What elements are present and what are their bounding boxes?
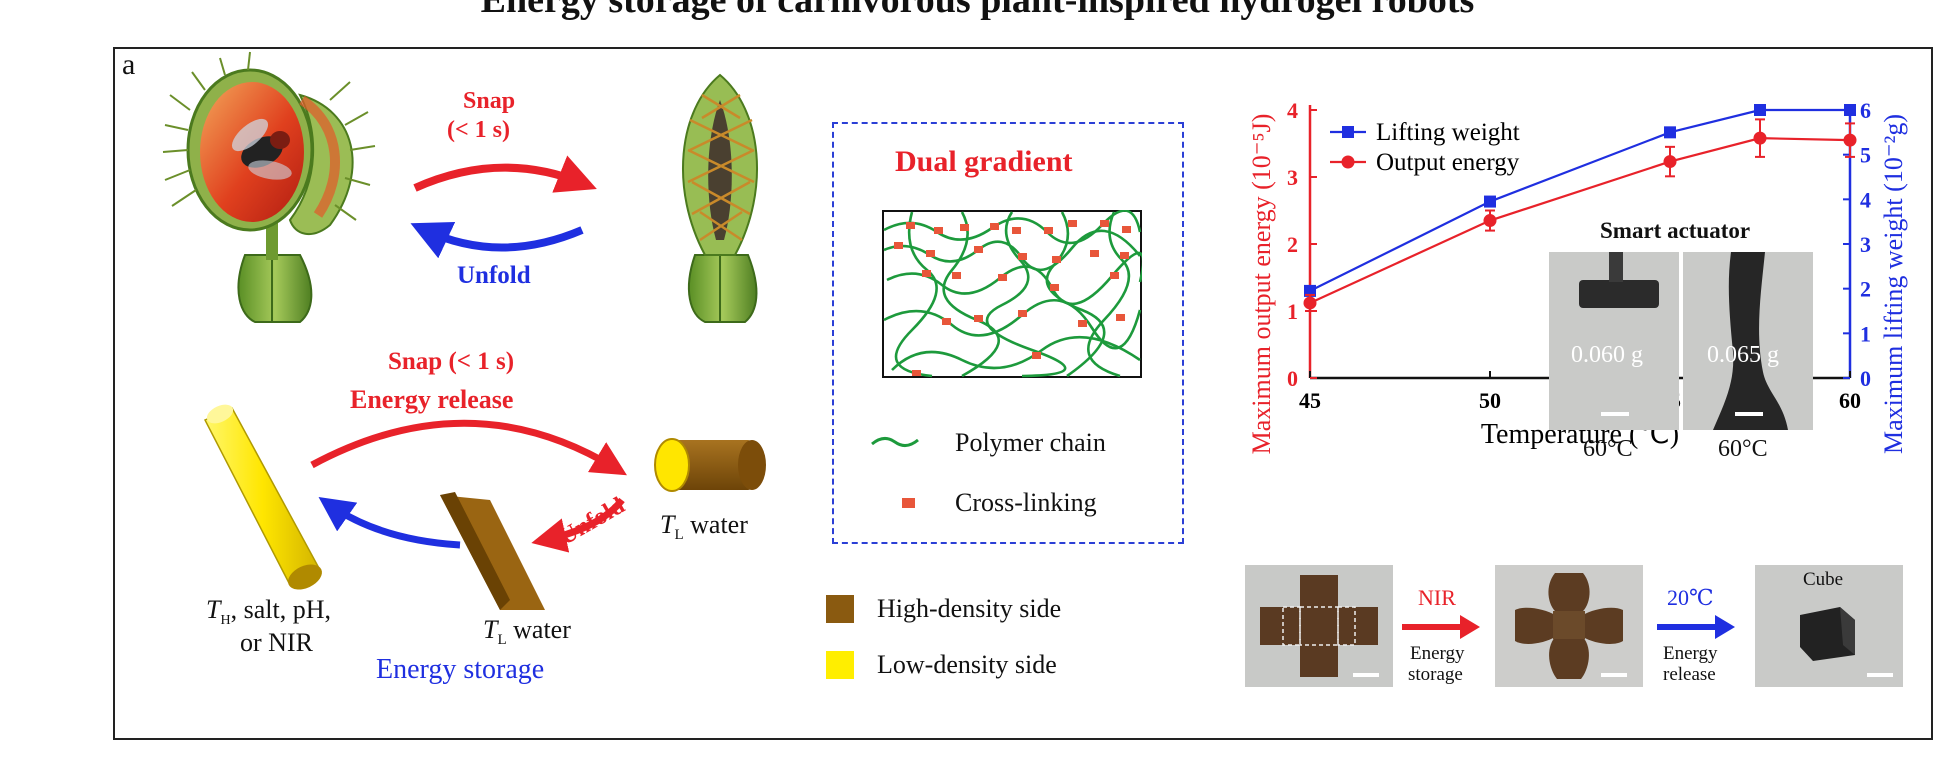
unfold-label: Unfold [457, 262, 531, 289]
polymer-chain-legend-line [871, 437, 919, 447]
th-condition-label-line2: or NIR [240, 628, 313, 657]
left-y-tick-label: 4 [1287, 98, 1298, 123]
brown-tube-illustration [654, 438, 766, 492]
x-tick-label: 50 [1479, 388, 1501, 413]
nir-sub-label-1: Energy [1410, 643, 1465, 664]
figure-title: Energy storage of carnivorous plant-insp… [480, 0, 1475, 21]
high-density-swatch [826, 595, 854, 623]
data-point-circle [1483, 214, 1497, 228]
data-point-square [1664, 126, 1676, 139]
snap-arrow [413, 155, 597, 193]
data-point-circle [1753, 131, 1767, 145]
right-y-tick-label: 5 [1860, 143, 1871, 168]
actuator-weight-1: 0.060 g [1571, 342, 1643, 368]
cube-label: Cube [1803, 569, 1844, 590]
data-point-square [1484, 195, 1496, 208]
cube-photo: Cube [1755, 565, 1903, 687]
rolled-film-illustration [203, 404, 322, 590]
right-y-tick-label: 6 [1860, 98, 1871, 123]
th-condition-label: TH, salt, pH, [206, 595, 331, 629]
closed-flytrap-illustration [682, 73, 758, 323]
x-tick-label: 60 [1839, 388, 1861, 413]
nir-label: NIR [1418, 585, 1456, 610]
temperature-chart: 45505560012340123456Temperature (℃)Maxim… [1250, 98, 1908, 455]
smart-actuator-title: Smart actuator [1600, 218, 1751, 243]
energy-release-arrow [310, 419, 627, 476]
nir-arrow [1402, 615, 1480, 639]
actuator-weight-2: 0.065 g [1707, 342, 1779, 368]
actuator-photo-2: 0.065 g [1683, 252, 1813, 430]
folded-film-photo [1495, 565, 1643, 687]
legend-label: Output energy [1376, 149, 1520, 176]
cooling-sub-label-1: Energy [1663, 643, 1718, 664]
right-y-tick-label: 1 [1860, 321, 1871, 346]
film-unfold-arrow [531, 497, 625, 553]
crosslink-legend-marker [902, 498, 915, 508]
snap-time-label: (< 1 s) [447, 117, 510, 143]
nir-sub-label-2: storage [1408, 664, 1463, 685]
left-y-axis-label: Maximum output energy (10⁻⁵J) [1250, 114, 1276, 455]
right-y-axis-label: Maximum lifting weight (10⁻²g) [1879, 114, 1908, 454]
data-point-square [1754, 104, 1766, 116]
crosslink-legend-label: Cross-linking [955, 488, 1097, 517]
snap-label: Snap [463, 88, 516, 114]
dual-gradient-title: Dual gradient [895, 145, 1073, 178]
left-y-tick-label: 1 [1287, 299, 1298, 324]
low-density-label: Low-density side [877, 650, 1057, 679]
legend-marker [1341, 155, 1355, 169]
legend-marker [1342, 126, 1354, 138]
tl-water-bottom-label: TL water [483, 615, 571, 649]
data-point-square [1304, 284, 1316, 297]
left-y-tick-label: 3 [1287, 165, 1298, 190]
data-point-circle [1303, 296, 1317, 310]
film-snap-label: Snap (< 1 s) [388, 348, 515, 375]
actuator-temp-1: 60°C [1583, 436, 1633, 462]
unfold-arrow [410, 222, 584, 259]
polymer-chain-legend-label: Polymer chain [955, 428, 1106, 457]
data-point-square [1844, 104, 1856, 116]
right-y-tick-label: 2 [1860, 277, 1871, 302]
polymer-network-diagram [882, 210, 1142, 378]
legend-label: Lifting weight [1376, 119, 1520, 146]
cooling-arrow [1657, 615, 1735, 639]
figure-frame [113, 47, 1933, 740]
high-density-label: High-density side [877, 594, 1062, 623]
flat-film-illustration [440, 492, 545, 610]
open-flytrap-illustration [162, 51, 376, 323]
tl-water-right-label: TL water [660, 510, 748, 544]
data-point-circle [1843, 133, 1857, 147]
right-y-tick-label: 0 [1860, 366, 1871, 391]
energy-storage-arrow [318, 496, 461, 549]
panel-label: a [122, 48, 136, 81]
energy-release-label: Energy release [350, 385, 514, 414]
left-y-tick-label: 0 [1287, 366, 1298, 391]
energy-storage-label: Energy storage [376, 654, 545, 685]
right-y-tick-label: 4 [1860, 187, 1871, 212]
cooling-temp-label: 20℃ [1667, 585, 1714, 610]
data-point-circle [1663, 155, 1677, 169]
dual-gradient-box [832, 122, 1184, 544]
left-y-tick-label: 2 [1287, 232, 1298, 257]
actuator-temp-2: 60°C [1718, 436, 1768, 462]
cooling-sub-label-2: release [1663, 664, 1716, 685]
low-density-swatch [826, 651, 854, 679]
cross-film-photo [1245, 565, 1393, 687]
right-y-tick-label: 3 [1860, 232, 1871, 257]
actuator-photo-1: 0.060 g [1549, 252, 1679, 430]
x-tick-label: 45 [1299, 388, 1321, 413]
